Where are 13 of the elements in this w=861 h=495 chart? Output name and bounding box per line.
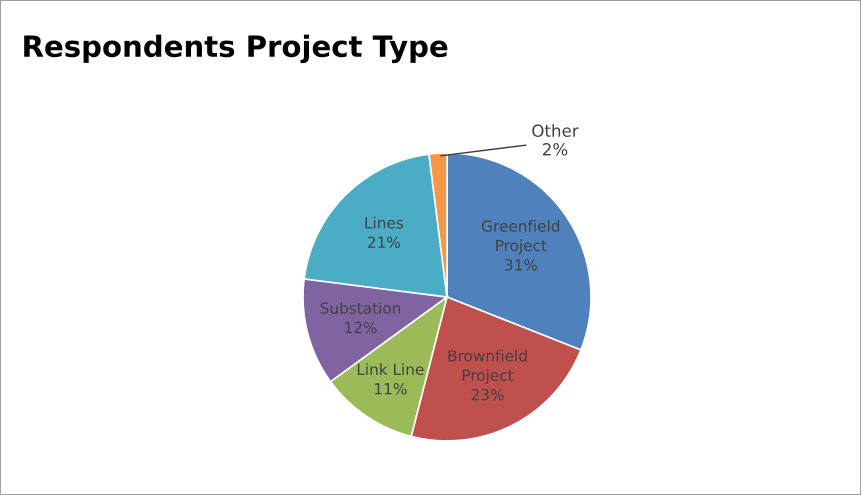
data-label: 23% [472,388,504,400]
slice-label: Lines [365,216,404,229]
data-label: 2% [543,143,568,156]
slice-label: Brownfield Project [448,350,527,384]
data-label: 31% [505,259,537,271]
data-label: 11% [375,382,406,395]
data-label: 21% [368,236,400,248]
chart-title: Respondents Project Type [24,34,448,64]
slice-label: Greenfield Project [482,220,560,254]
slice-label: Link Line [358,363,424,376]
slice-label: Other [532,124,579,137]
data-label: 12% [345,322,377,334]
slice-label: Substation [320,302,400,314]
